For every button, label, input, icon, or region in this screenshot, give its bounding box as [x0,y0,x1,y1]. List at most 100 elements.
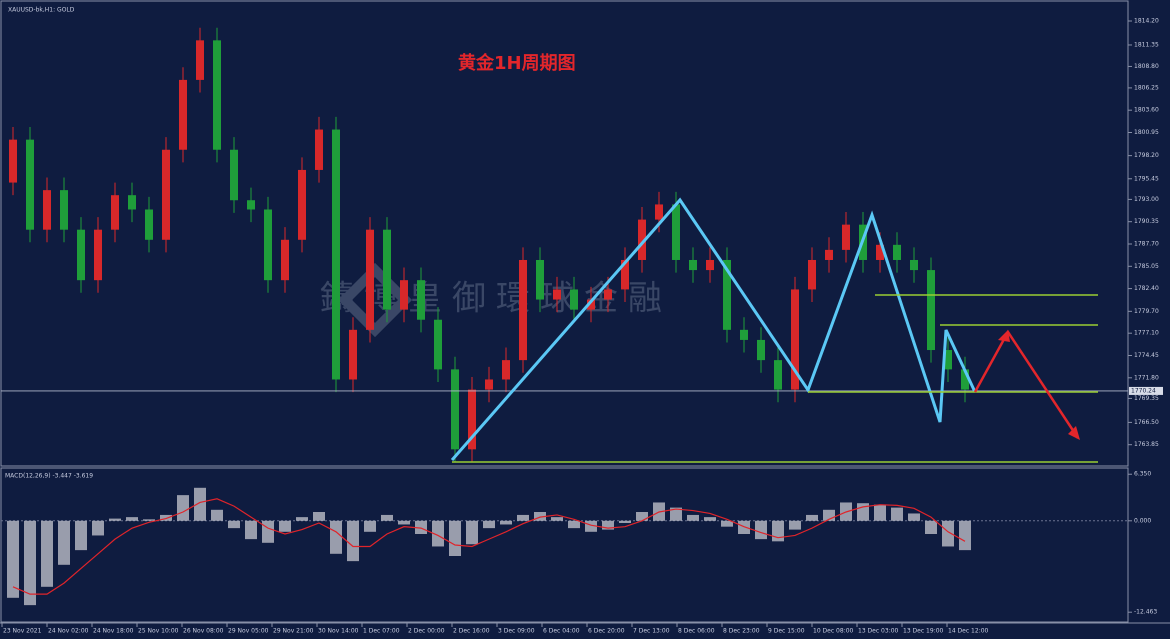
macd-bar [262,520,274,543]
x-tick-label: 7 Dec 13:00 [633,628,670,635]
candle-body [927,270,935,351]
symbol-header: XAUUSD-bk,H1: GOLD [8,7,75,14]
macd-bar [670,507,682,521]
macd-bar [823,509,835,521]
candle-body [485,379,493,390]
candle-body [60,190,68,230]
macd-bar [228,520,240,529]
x-tick-label: 2 Dec 00:00 [408,628,445,635]
y-tick-label: 0.000 [1134,517,1151,524]
macd-bar [806,514,818,521]
macd-bar [279,520,291,532]
y-tick-label: 1790.35 [1134,218,1159,225]
arrow-head [998,330,1010,342]
candle-body [604,289,612,300]
macd-bar [449,520,461,556]
candle-body [519,259,527,361]
y-tick-label: 1811.35 [1134,41,1159,48]
x-tick-label: 23 Nov 2021 [3,628,42,635]
macd-bar [602,520,614,530]
x-tick-label: 2 Dec 16:00 [453,628,490,635]
macd-bar [143,519,155,521]
y-tick-label: 1798.20 [1134,152,1159,159]
candle-body [740,329,748,340]
y-tick-label: 1814.20 [1134,17,1159,24]
candle-body [842,224,850,250]
macd-bar [959,520,971,551]
macd-bar [194,487,206,521]
y-tick-label: 1808.80 [1134,63,1159,70]
x-tick-label: 1 Dec 07:00 [363,628,400,635]
candle-body [876,244,884,260]
candle-body [672,204,680,260]
macd-bar [75,520,87,551]
candle-body [621,259,629,290]
candle-body [349,329,357,380]
macd-bar [789,520,801,530]
candle-body [128,195,136,210]
macd-bar [58,520,70,565]
y-tick-label: 1769.35 [1134,395,1159,402]
y-tick-label: 1774.45 [1134,352,1159,359]
x-tick-label: 24 Nov 18:00 [93,628,134,635]
macd-bar [330,520,342,554]
candle-body [757,339,765,361]
macd-bar [755,520,767,540]
signal-line [12,498,966,595]
macd-bar [160,514,172,521]
macd-bar [177,495,189,521]
chart-title: 黄金1H周期图 [458,52,576,74]
candle-body [944,350,952,370]
macd-bar [687,514,699,521]
macd-bar [415,520,427,534]
y-tick-label: 1803.60 [1134,107,1159,114]
macd-bar [517,514,529,521]
macd-bar [891,507,903,521]
candle-body [706,259,714,271]
candle-body [43,190,51,230]
y-tick-label: 1806.25 [1134,84,1159,91]
candle-body [808,259,816,290]
macd-bar [551,517,563,521]
x-tick-label: 3 Dec 09:00 [498,628,535,635]
candle-body [723,259,731,330]
x-tick-label: 29 Nov 05:00 [228,628,269,635]
x-tick-label: 8 Dec 06:00 [678,628,715,635]
x-tick-label: 13 Dec 19:00 [903,628,944,635]
macd-bar [721,520,733,527]
y-tick-label: -12.463 [1134,609,1157,616]
macd-bar [398,520,410,525]
candle-body [332,129,340,380]
macd-bar [24,520,36,606]
y-tick-label: 1779.70 [1134,308,1159,315]
x-tick-label: 9 Dec 15:00 [768,628,805,635]
macd-bar [500,520,512,525]
y-tick-label: 1793.00 [1134,196,1159,203]
macd-bar [364,520,376,532]
candle-body [383,229,391,310]
macd-bar [109,518,121,521]
candle-body [281,239,289,281]
candle-body [179,79,187,150]
candle-body [213,40,221,150]
macd-bar [126,517,138,521]
candle-body [502,360,510,380]
candle-body [111,195,119,230]
y-tick-label: 1787.70 [1134,240,1159,247]
candle-body [570,289,578,310]
y-tick-label: 1763.85 [1134,441,1159,448]
x-tick-label: 30 Nov 14:00 [318,628,359,635]
x-tick-label: 14 Dec 12:00 [948,628,989,635]
candle-body [434,319,442,370]
macd-bar [41,520,53,587]
candle-body [230,149,238,201]
candle-body [638,219,646,260]
candle-body [655,204,663,220]
current-price-label: 1770.24 [1131,387,1156,394]
y-tick-label: 1795.45 [1134,175,1159,182]
candle-body [9,139,17,183]
macd-bar [381,514,393,521]
candle-body [893,244,901,260]
macd-bar [568,520,580,529]
candle-body [366,229,374,330]
